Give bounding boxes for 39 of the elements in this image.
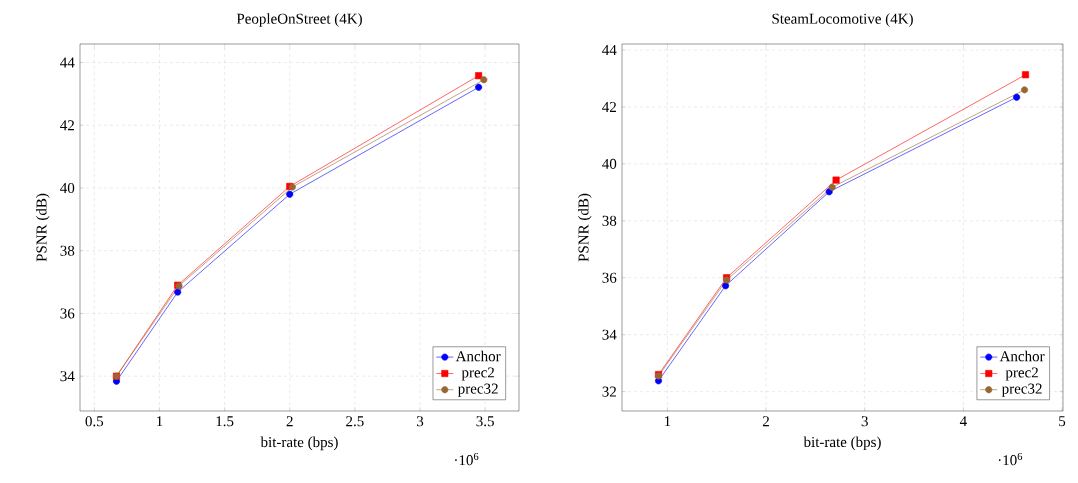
text: ·10$^{6}$ <box>998 452 1023 466</box>
y-tick-label: 42 <box>602 101 616 112</box>
y-tick-label: 36 <box>60 308 75 319</box>
y-tick-label: 44 <box>602 45 617 55</box>
x-tick-label: 1.5 <box>216 416 234 427</box>
legend-label: Anchor <box>455 350 501 362</box>
x-axis-title: bit-rate (bps) <box>803 436 881 451</box>
x-tick-label: 3.5 <box>476 416 494 427</box>
y-tick-label: 38 <box>60 245 75 256</box>
chart-title: SteamLocomotive (4K) <box>772 13 913 27</box>
y-tick-label: 36 <box>602 272 617 283</box>
legend-label: Anchor <box>999 350 1045 362</box>
x-tick-label: 0.5 <box>85 416 104 427</box>
y-tick-label: 34 <box>602 329 617 340</box>
x-tick-label: 1 <box>664 416 671 427</box>
y-tick-label: 34 <box>60 371 75 382</box>
y-tick-label: 42 <box>60 120 74 131</box>
x-axis-title: bit-rate (bps) <box>260 436 338 451</box>
x-tick-label: 3 <box>861 416 868 427</box>
text: ·10$^{6}$ <box>455 452 479 466</box>
x-tick-label: 5 <box>1059 416 1066 427</box>
y-tick-label: 40 <box>602 158 617 169</box>
legend-label: prec2 <box>461 367 494 381</box>
legend-label: prec32 <box>457 383 498 397</box>
y-axis-title: PSNR (dB) <box>36 193 50 262</box>
legend-label: prec32 <box>1001 383 1042 397</box>
y-tick-label: 32 <box>602 386 616 397</box>
y-tick-label: 44 <box>60 57 75 68</box>
x-tick-label: 4 <box>959 416 967 427</box>
y-tick-label: 40 <box>60 182 75 194</box>
y-axis-title: PSNR (dB) <box>578 193 592 262</box>
x-tick-label: 2.5 <box>346 416 364 427</box>
x-tick-label: 2 <box>286 416 293 427</box>
x-tick-label: 1 <box>157 416 163 427</box>
x-tick-label: 2 <box>762 416 769 427</box>
chart-title: PeopleOnStreet (4K) <box>236 13 362 27</box>
legend-label: prec2 <box>1005 367 1038 381</box>
y-tick-label: 38 <box>602 215 617 226</box>
x-tick-label: 3 <box>416 416 424 427</box>
